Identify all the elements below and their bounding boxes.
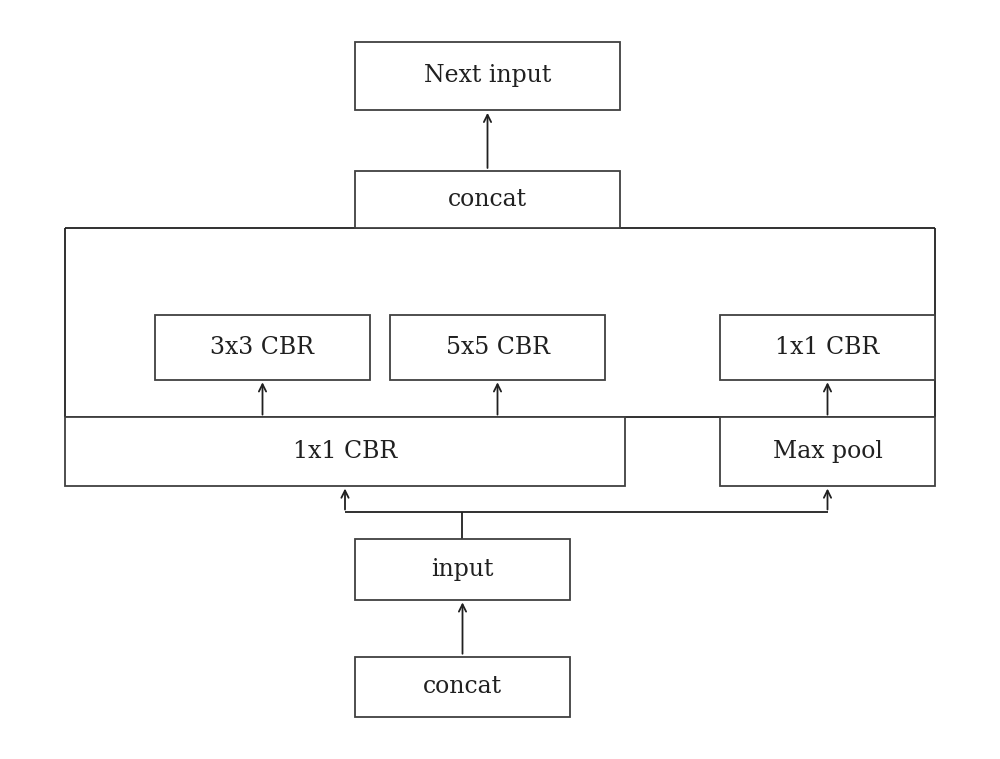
Text: concat: concat	[423, 676, 502, 698]
Text: Next input: Next input	[424, 65, 551, 87]
Text: Max pool: Max pool	[773, 440, 882, 463]
Text: concat: concat	[448, 187, 527, 211]
Bar	[355, 539, 570, 600]
Bar	[720, 417, 935, 486]
Bar	[65, 417, 625, 486]
Bar	[155, 315, 370, 380]
Bar	[355, 657, 570, 717]
Text: 1x1 CBR: 1x1 CBR	[293, 440, 397, 463]
Bar	[390, 315, 605, 380]
Text: input: input	[431, 558, 494, 581]
Bar	[355, 171, 620, 228]
Text: 5x5 CBR: 5x5 CBR	[446, 335, 550, 359]
Bar	[720, 315, 935, 380]
Bar	[355, 42, 620, 110]
Text: 1x1 CBR: 1x1 CBR	[775, 335, 880, 359]
Text: 3x3 CBR: 3x3 CBR	[210, 335, 314, 359]
